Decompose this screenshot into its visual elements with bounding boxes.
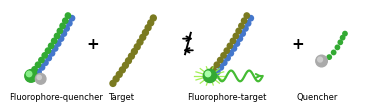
Circle shape: [109, 80, 116, 87]
Circle shape: [139, 34, 146, 41]
Circle shape: [25, 70, 37, 82]
Circle shape: [54, 33, 60, 39]
Circle shape: [59, 22, 66, 29]
Circle shape: [128, 52, 135, 60]
Circle shape: [58, 35, 65, 42]
Circle shape: [342, 31, 348, 37]
Circle shape: [32, 73, 39, 80]
Circle shape: [223, 47, 230, 54]
Circle shape: [220, 52, 227, 59]
Circle shape: [203, 69, 216, 83]
Circle shape: [31, 66, 38, 73]
Circle shape: [55, 40, 62, 47]
Circle shape: [210, 66, 217, 73]
Circle shape: [51, 38, 57, 44]
Circle shape: [116, 71, 123, 78]
Circle shape: [66, 20, 73, 27]
Circle shape: [238, 22, 245, 29]
Circle shape: [147, 19, 154, 27]
Circle shape: [205, 71, 211, 77]
Circle shape: [206, 71, 213, 77]
Circle shape: [243, 12, 250, 19]
Circle shape: [37, 75, 41, 80]
Circle shape: [144, 24, 152, 31]
Circle shape: [142, 29, 149, 36]
Circle shape: [113, 75, 120, 83]
Circle shape: [331, 50, 336, 55]
Text: Target: Target: [108, 93, 134, 103]
Circle shape: [235, 28, 242, 34]
Circle shape: [38, 57, 45, 64]
Circle shape: [49, 50, 56, 57]
Circle shape: [48, 42, 54, 49]
Circle shape: [35, 61, 41, 68]
Circle shape: [241, 17, 248, 24]
Text: Fluorophore-quencher: Fluorophore-quencher: [9, 93, 103, 103]
Circle shape: [245, 20, 251, 27]
Circle shape: [39, 64, 45, 71]
Circle shape: [226, 42, 233, 49]
Circle shape: [69, 15, 75, 22]
Circle shape: [318, 57, 322, 62]
Circle shape: [133, 43, 141, 50]
Circle shape: [125, 57, 132, 64]
Circle shape: [340, 35, 345, 41]
Circle shape: [231, 45, 237, 52]
Circle shape: [217, 57, 223, 64]
Circle shape: [237, 35, 243, 42]
Circle shape: [150, 14, 157, 22]
Circle shape: [122, 62, 129, 69]
Circle shape: [119, 66, 126, 74]
Circle shape: [63, 25, 70, 32]
Text: Fluorophore-target: Fluorophore-target: [187, 93, 266, 103]
Circle shape: [45, 55, 52, 61]
Circle shape: [60, 30, 67, 37]
Circle shape: [239, 30, 246, 37]
Circle shape: [232, 33, 239, 39]
Circle shape: [217, 64, 224, 71]
Text: +: +: [291, 37, 304, 52]
Circle shape: [131, 48, 138, 55]
Circle shape: [26, 71, 32, 77]
Circle shape: [65, 12, 71, 19]
Circle shape: [56, 28, 63, 34]
Circle shape: [214, 69, 221, 75]
Circle shape: [214, 61, 220, 68]
Circle shape: [338, 39, 343, 45]
Circle shape: [62, 17, 69, 24]
Circle shape: [136, 38, 144, 46]
Circle shape: [36, 74, 46, 84]
Text: +: +: [87, 37, 99, 52]
Circle shape: [242, 25, 249, 32]
Circle shape: [316, 55, 327, 67]
Circle shape: [52, 45, 59, 52]
Circle shape: [35, 69, 42, 75]
Circle shape: [28, 71, 34, 77]
Text: Quencher: Quencher: [297, 93, 338, 103]
Circle shape: [224, 55, 231, 61]
Circle shape: [234, 40, 240, 47]
Circle shape: [335, 44, 340, 50]
Circle shape: [42, 59, 49, 66]
Circle shape: [229, 38, 236, 44]
Circle shape: [248, 15, 254, 22]
Circle shape: [228, 50, 234, 57]
Circle shape: [45, 47, 51, 54]
Circle shape: [41, 52, 48, 59]
Circle shape: [211, 73, 217, 80]
Circle shape: [221, 59, 228, 66]
Circle shape: [326, 54, 332, 60]
